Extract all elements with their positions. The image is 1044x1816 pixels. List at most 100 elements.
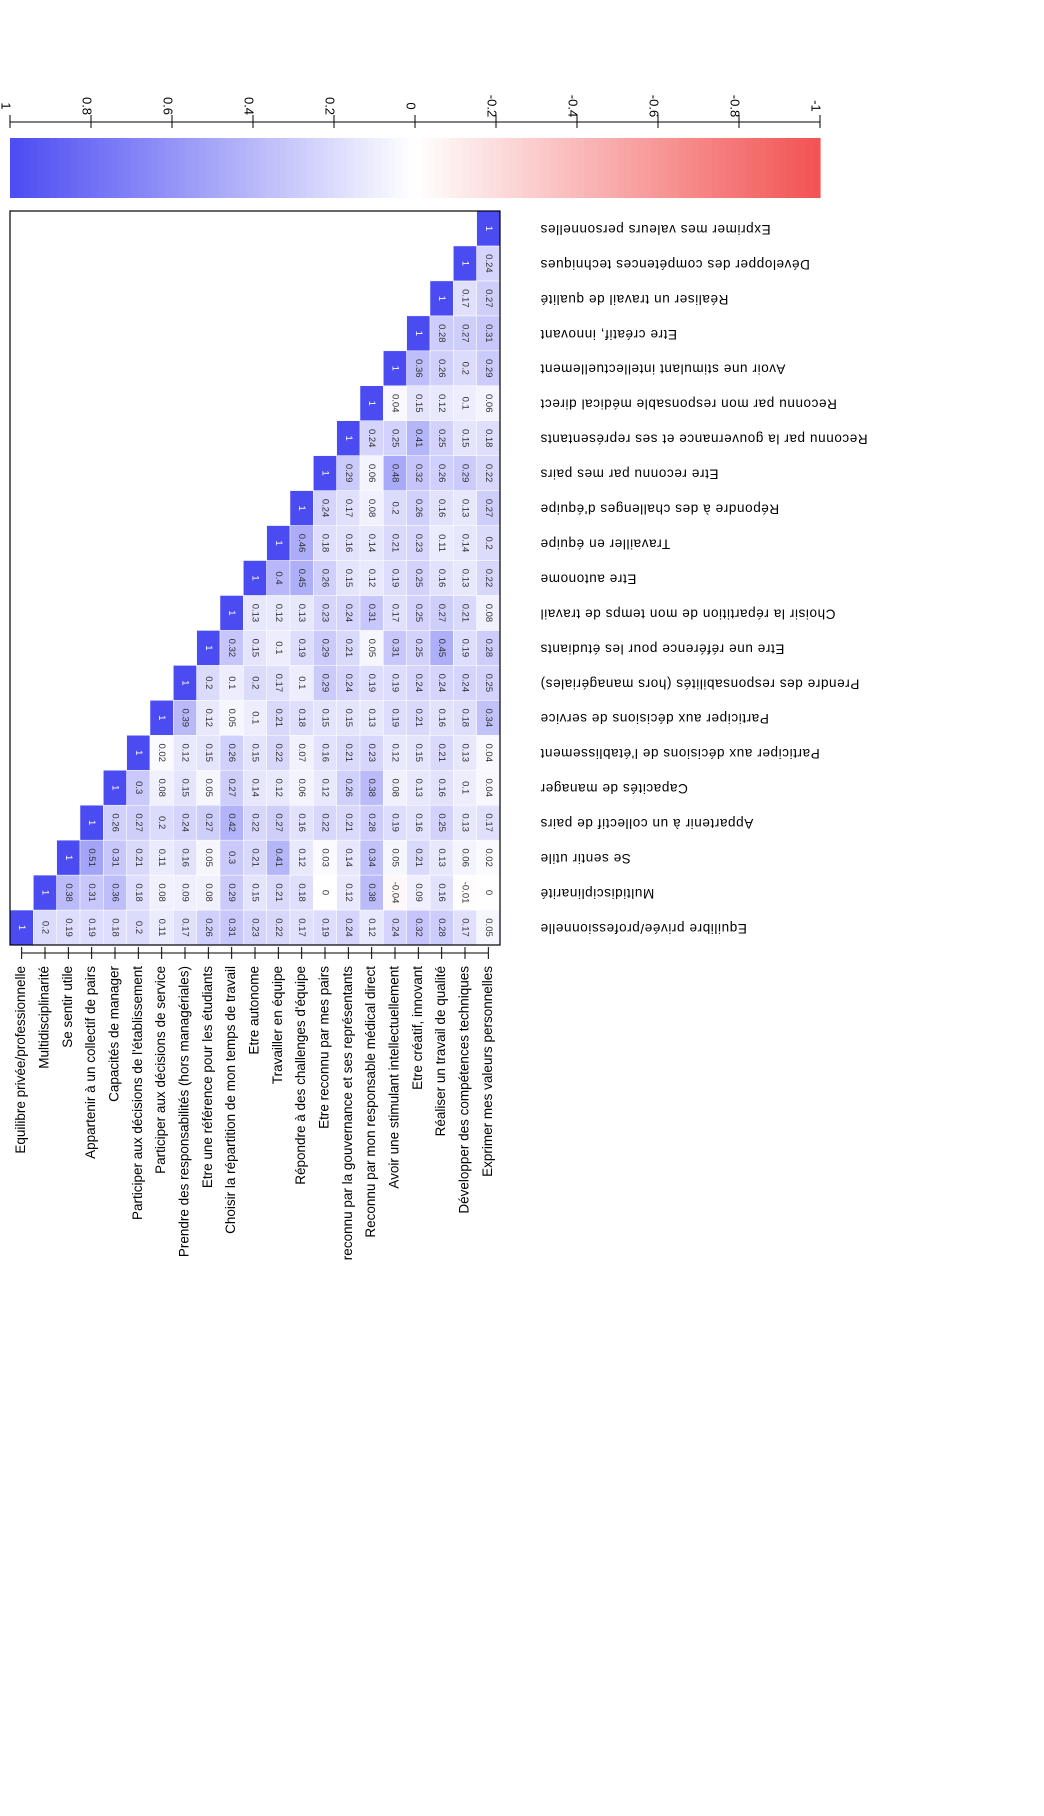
legend-color-segment xyxy=(718,138,727,198)
cell-value-label: 0.12 xyxy=(343,883,354,902)
legend-color-segment xyxy=(70,138,79,198)
legend-color-segment xyxy=(91,138,99,198)
cell-value-label: 0.28 xyxy=(436,918,447,937)
legend-color-segment xyxy=(205,138,214,198)
column-label: Etre créatif, innovant xyxy=(540,327,677,342)
legend-color-segment xyxy=(320,138,328,198)
legend-color-segment xyxy=(604,138,612,198)
legend-color-segment xyxy=(84,138,92,198)
column-label: Participer aux décisions de l'établissem… xyxy=(540,746,820,761)
cell-value-label: 0.21 xyxy=(413,848,424,867)
cell-value-label: 0.45 xyxy=(296,569,307,588)
legend-color-segment xyxy=(388,138,396,198)
legend-color-segment xyxy=(253,138,261,198)
legend-color-segment xyxy=(806,138,814,198)
cell-value-label: 1 xyxy=(109,785,120,790)
legend-color-segment xyxy=(273,138,281,198)
legend-color-segment xyxy=(617,138,625,198)
legend-color-segment xyxy=(131,138,139,198)
cell-value-label: 0.08 xyxy=(156,883,167,902)
cell-value-label: 0.21 xyxy=(436,744,447,763)
column-label: Etre autonome xyxy=(540,571,636,586)
legend-color-segment xyxy=(678,138,686,198)
legend-color-segment xyxy=(793,138,801,198)
cell-value-label: 0.17 xyxy=(459,918,470,937)
legend-color-segment xyxy=(644,138,652,198)
color-legend: 1 0.8 0.6 0.4 0.2 0 -0.2 -0.4 -0.6 -0.8 -1 xyxy=(0,95,824,198)
cell-value-label: 0.15 xyxy=(413,744,424,763)
cell-value-label: 0.21 xyxy=(249,848,260,867)
row-label: Etre autonome xyxy=(247,966,262,1055)
cell-value-label: 0.13 xyxy=(459,744,470,763)
row-label: Prendre des responsabilités (hors managé… xyxy=(177,966,192,1257)
cell-value-label: 0.39 xyxy=(179,709,190,728)
cell-value-label: 0.27 xyxy=(459,324,470,343)
cell-value-label: 0.29 xyxy=(319,639,330,658)
cell-value-label: 0.25 xyxy=(413,569,424,588)
cell-value-label: 0.51 xyxy=(86,848,97,867)
legend-color-segment xyxy=(266,138,274,198)
cell-value-label: 0.12 xyxy=(319,778,330,797)
cell-value-label: 0.38 xyxy=(366,778,377,797)
cell-value-label: 0.05 xyxy=(226,709,237,728)
legend-color-segment xyxy=(766,138,774,198)
legend-color-segment xyxy=(577,138,585,198)
cell-value-label: 0.3 xyxy=(226,851,237,864)
legend-color-segment xyxy=(199,138,207,198)
cell-value-label: 0.32 xyxy=(413,464,424,483)
legend-color-segment xyxy=(381,138,389,198)
cell-value-label: 0.27 xyxy=(436,604,447,623)
cell-value-label: 0.18 xyxy=(296,883,307,902)
cell-value-label: 0.21 xyxy=(133,848,144,867)
cell-value-label: 0.11 xyxy=(156,849,167,867)
column-label: Développer des compétences techniques xyxy=(540,257,810,272)
cell-value-label: 0.17 xyxy=(459,289,470,308)
legend-color-segment xyxy=(158,138,166,198)
cell-value-label: 0.13 xyxy=(249,604,260,623)
cell-value-label: 0.25 xyxy=(413,604,424,623)
cell-value-label: 0.1 xyxy=(296,676,307,689)
cell-value-label: 0.16 xyxy=(436,883,447,902)
cell-value-label: 0.05 xyxy=(203,778,214,797)
legend-color-segment xyxy=(327,138,335,198)
legend-color-segment xyxy=(563,138,571,198)
cell-value-label: 0.2 xyxy=(483,536,494,549)
legend-color-segment xyxy=(759,138,767,198)
legend-color-segment xyxy=(813,138,821,198)
cell-value-label: 0.32 xyxy=(413,918,424,937)
plot-border xyxy=(9,210,501,946)
legend-color-segment xyxy=(212,138,220,198)
legend-color-segment xyxy=(583,138,592,198)
cell-value-label: 0.21 xyxy=(413,709,424,728)
legend-color-segment xyxy=(624,138,632,198)
legend-color-segment xyxy=(259,138,268,198)
cell-value-label: 0.23 xyxy=(413,534,424,553)
column-label: Etre reconnu par mes pairs xyxy=(540,467,718,482)
cell-value-label: 1 xyxy=(273,540,284,545)
legend-color-segment xyxy=(421,138,430,198)
legend-color-segment xyxy=(138,138,146,198)
cell-value-label: 0.26 xyxy=(436,464,447,483)
cell-value-label: 0.19 xyxy=(366,674,377,693)
cell-value-label: 0.31 xyxy=(483,324,494,343)
column-label: Appartenir à un collectif de pairs xyxy=(540,816,753,831)
cell-value-label: 1 xyxy=(39,890,50,895)
cell-value-label: 0.16 xyxy=(179,848,190,867)
cell-value-label: 0.17 xyxy=(296,918,307,937)
legend-color-segment xyxy=(246,138,254,198)
cell-value-label: 0.05 xyxy=(389,848,400,867)
cell-value-label: 0.09 xyxy=(179,883,190,902)
legend-color-segment xyxy=(752,138,760,198)
cell-value-label: 0.26 xyxy=(413,499,424,517)
cell-value-label: 0.18 xyxy=(459,709,470,728)
cell-value-label: 1 xyxy=(133,750,144,755)
legend-color-segment xyxy=(448,138,457,198)
legend-tick-label: 0.2 xyxy=(323,97,338,115)
cell-value-label: 0.22 xyxy=(273,744,284,763)
legend-color-segment xyxy=(226,138,234,198)
cell-value-label: 0.18 xyxy=(133,883,144,902)
cell-value-label: 0.18 xyxy=(296,709,307,728)
cell-value-label: 0.1 xyxy=(226,676,237,689)
cell-value-label: 0.2 xyxy=(39,921,50,934)
cell-value-label: 0.16 xyxy=(343,534,354,553)
